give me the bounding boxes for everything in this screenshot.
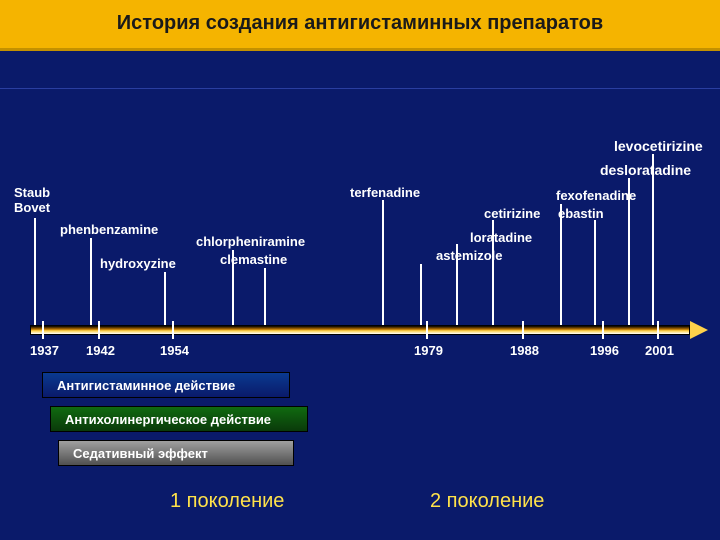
drug-connector <box>382 200 384 325</box>
drug-connector <box>456 244 458 325</box>
drug-connector <box>164 272 166 325</box>
page-title: История создания антигистаминных препара… <box>0 12 720 35</box>
drug-label: desloratadine <box>600 162 691 178</box>
generation-label: 2 поколение <box>430 490 544 513</box>
year-tick <box>602 321 604 339</box>
timeline-arrow-icon <box>690 321 708 339</box>
drug-label: loratadine <box>470 230 532 245</box>
title-rule-2 <box>0 88 720 89</box>
drug-label: clemastine <box>220 252 287 267</box>
drug-connector <box>420 264 422 325</box>
property-bar: Антигистаминное действие <box>42 372 290 398</box>
drug-label: phenbenzamine <box>60 222 158 237</box>
year-tick <box>42 321 44 339</box>
year-tick <box>522 321 524 339</box>
drug-label: levocetirizine <box>614 138 703 154</box>
drug-label: ebastin <box>558 206 604 221</box>
year-tick <box>98 321 100 339</box>
drug-label: fexofenadine <box>556 188 636 203</box>
year-label: 1937 <box>30 343 59 358</box>
year-tick <box>172 321 174 339</box>
drug-connector <box>90 238 92 325</box>
year-label: 1954 <box>160 343 189 358</box>
drug-label: cetirizine <box>484 206 540 221</box>
drug-connector <box>628 178 630 325</box>
year-label: 2001 <box>645 343 674 358</box>
drug-connector <box>492 220 494 325</box>
drug-connector <box>264 268 266 325</box>
year-label: 1988 <box>510 343 539 358</box>
generation-label: 1 поколение <box>170 490 284 513</box>
drug-label: chlorpheniramine <box>196 234 305 249</box>
year-label: 1942 <box>86 343 115 358</box>
timeline-axis <box>30 325 690 335</box>
drug-connector <box>560 204 562 325</box>
year-label: 1996 <box>590 343 619 358</box>
drug-connector <box>652 154 654 325</box>
year-tick <box>426 321 428 339</box>
drug-label: hydroxyzine <box>100 256 176 271</box>
drug-label: StaubBovet <box>14 185 50 215</box>
property-bar: Седативный эффект <box>58 440 294 466</box>
property-bar: Антихолинергическое действие <box>50 406 308 432</box>
year-label: 1979 <box>414 343 443 358</box>
title-rule-1 <box>0 48 720 51</box>
drug-connector <box>594 220 596 325</box>
year-tick <box>657 321 659 339</box>
drug-connector <box>34 218 36 325</box>
drug-label: terfenadine <box>350 185 420 200</box>
